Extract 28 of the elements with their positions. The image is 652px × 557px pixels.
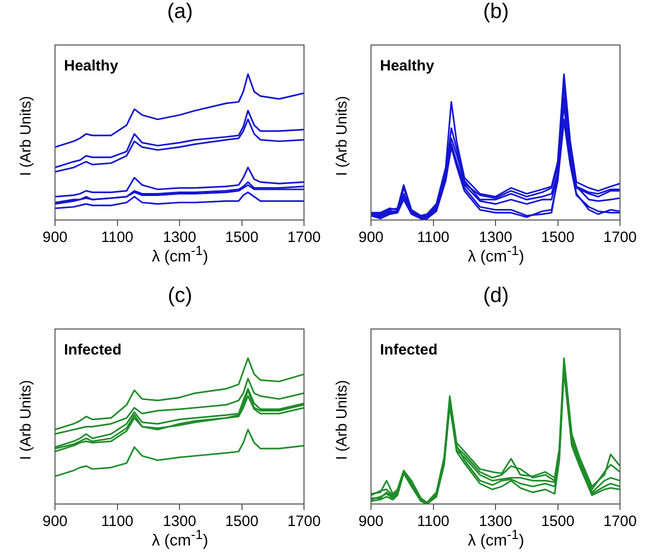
annotation: Infected	[380, 342, 438, 359]
x-tick-label: 1700	[603, 513, 637, 530]
x-tick-label: 900	[358, 513, 384, 530]
x-tick-label: 900	[42, 513, 68, 530]
y-axis-title: I (Arb Units)	[18, 96, 34, 176]
x-tick-label: 1700	[603, 229, 637, 246]
x-tick-label: 1500	[541, 513, 574, 530]
annotation: Infected	[64, 342, 122, 359]
x-tick-label: 900	[42, 229, 68, 246]
y-axis-title: I (Arb Units)	[18, 380, 34, 460]
y-axis-title: I (Arb Units)	[334, 380, 350, 460]
x-tick-label: 1500	[225, 229, 258, 246]
x-tick-label: 1700	[287, 229, 321, 246]
x-tick-label: 1100	[417, 513, 450, 530]
chart-title: (c)	[166, 284, 194, 308]
y-axis-title: I (Arb Units)	[334, 96, 350, 176]
chart-title: (d)	[482, 284, 510, 308]
chart-title: (a)	[166, 0, 194, 24]
x-tick-label: 1500	[541, 229, 574, 246]
x-tick-label: 1500	[225, 513, 258, 530]
x-tick-label: 1100	[417, 229, 450, 246]
x-tick-label: 1100	[101, 229, 134, 246]
x-tick-label: 1700	[287, 513, 321, 530]
chart-title: (b)	[482, 0, 510, 24]
x-tick-label: 900	[358, 229, 384, 246]
x-tick-label: 1100	[101, 513, 134, 530]
annotation: Healthy	[64, 58, 119, 75]
annotation: Healthy	[380, 58, 435, 75]
